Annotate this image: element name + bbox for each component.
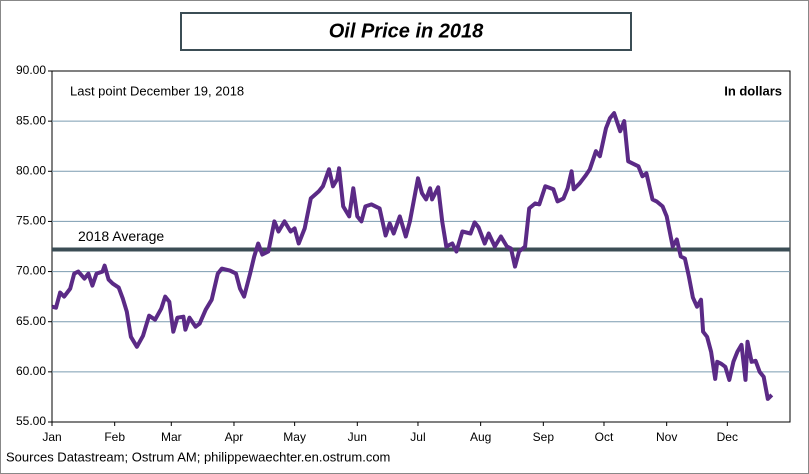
x-tick-label: Mar <box>161 430 182 444</box>
y-tick-label: 70.00 <box>16 264 46 278</box>
title-box <box>180 12 632 51</box>
unit-label: In dollars <box>724 83 782 98</box>
y-tick-label: 60.00 <box>16 364 46 378</box>
y-tick-label: 85.00 <box>16 113 46 127</box>
x-tick-label: Nov <box>656 430 677 444</box>
x-tick-label: Oct <box>595 430 614 444</box>
source: Sources Datastream; Ostrum AM; philippew… <box>6 449 390 464</box>
x-tick-label: Sep <box>533 430 555 444</box>
price-line <box>51 111 774 401</box>
y-tick-label: 55.00 <box>16 414 46 428</box>
average-label: 2018 Average <box>78 228 164 244</box>
x-tick-label: Dec <box>717 430 738 444</box>
y-tick-label: 80.00 <box>16 163 46 177</box>
y-tick-label: 90.00 <box>16 63 46 77</box>
annotation: Last point December 19, 2018 <box>70 83 244 98</box>
x-tick-label: Apr <box>225 430 244 444</box>
x-tick-label: Jun <box>348 430 367 444</box>
x-tick-label: Aug <box>470 430 491 444</box>
x-tick-label: Jan <box>42 430 61 444</box>
x-tick-label: May <box>283 430 306 444</box>
y-tick-label: 65.00 <box>16 314 46 328</box>
x-tick-label: Jul <box>410 430 425 444</box>
chart-title: Oil Price in 2018 <box>329 20 484 42</box>
plot-area <box>51 70 791 423</box>
x-tick-label: Feb <box>104 430 125 444</box>
y-tick-label: 75.00 <box>16 214 46 228</box>
